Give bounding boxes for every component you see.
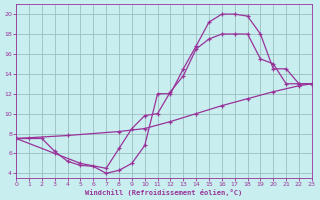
X-axis label: Windchill (Refroidissement éolien,°C): Windchill (Refroidissement éolien,°C) — [85, 189, 243, 196]
